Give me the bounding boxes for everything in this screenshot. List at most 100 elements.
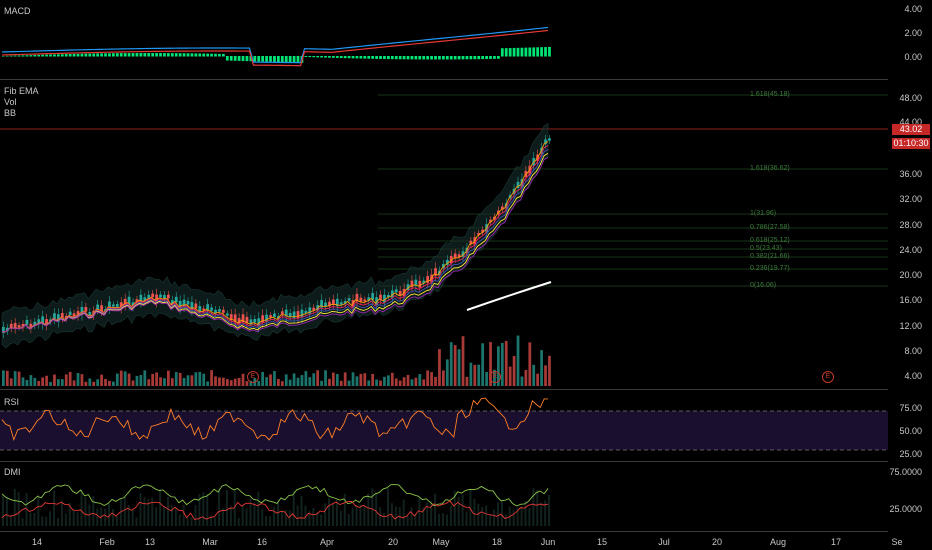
candle-body bbox=[135, 299, 139, 302]
macd-histogram-bar bbox=[442, 56, 445, 60]
candle-body bbox=[414, 279, 418, 287]
earnings-event-marker[interactable]: E bbox=[247, 371, 259, 383]
volume-bar bbox=[49, 381, 52, 386]
macd-histogram-bar bbox=[512, 47, 516, 57]
volume-bar bbox=[312, 373, 316, 386]
macd-histogram-bar bbox=[108, 53, 111, 57]
earnings-event-marker[interactable]: E bbox=[489, 371, 501, 383]
dmi-histogram-bar bbox=[328, 498, 331, 526]
candle-body bbox=[461, 251, 465, 257]
volume-bar bbox=[96, 379, 100, 386]
fib-level-label: 0.5(23.43) bbox=[750, 245, 782, 252]
dmi-histogram-bar bbox=[245, 508, 248, 526]
macd-histogram-bar bbox=[332, 56, 335, 58]
candle-body bbox=[379, 294, 382, 300]
last-price-tag[interactable]: 43.02 bbox=[892, 124, 930, 135]
dmi-histogram-bar bbox=[335, 499, 338, 526]
price-axis-label: 8.00 bbox=[904, 346, 922, 356]
dmi-histogram-bar bbox=[29, 512, 32, 526]
macd-histogram-bar bbox=[147, 53, 151, 57]
dmi-histogram-bar bbox=[64, 513, 67, 526]
candle-body bbox=[72, 313, 76, 317]
macd-price-divider[interactable] bbox=[0, 79, 888, 80]
candle-body bbox=[489, 219, 492, 223]
price-axis-label: 48.00 bbox=[899, 93, 922, 103]
volume-bar bbox=[347, 380, 351, 386]
volume-bar bbox=[304, 371, 308, 386]
dmi-histogram-bar bbox=[84, 496, 87, 526]
macd-histogram-bar bbox=[316, 56, 320, 58]
candle-body bbox=[308, 307, 312, 314]
volume-bar bbox=[332, 372, 335, 386]
dmi-histogram-bar bbox=[186, 517, 189, 526]
dmi-histogram-bar bbox=[249, 498, 252, 526]
x-axis-label: 18 bbox=[491, 537, 503, 547]
macd-histogram-bar bbox=[387, 56, 390, 60]
candle-body bbox=[284, 309, 288, 317]
candle-body bbox=[147, 294, 151, 300]
dmi-histogram-bar bbox=[504, 514, 507, 526]
macd-histogram-bar bbox=[233, 56, 237, 61]
dmi-histogram-bar bbox=[292, 490, 295, 526]
dmi-label[interactable]: DMI bbox=[4, 467, 21, 477]
vol-label[interactable]: Vol bbox=[4, 97, 17, 107]
candle-body bbox=[280, 311, 284, 315]
dmi-histogram-bar bbox=[5, 498, 8, 526]
macd-histogram-bar bbox=[304, 56, 308, 57]
candle-body bbox=[359, 297, 363, 302]
candle-body bbox=[123, 298, 127, 306]
volume-bar bbox=[68, 371, 72, 386]
fib-ema-label[interactable]: Fib EMA bbox=[4, 86, 39, 96]
macd-label[interactable]: MACD bbox=[4, 6, 31, 16]
volume-bar bbox=[497, 346, 500, 386]
price-axis-label: 24.00 bbox=[899, 245, 922, 255]
volume-bar bbox=[210, 370, 213, 386]
candle-body bbox=[186, 301, 190, 305]
candle-body bbox=[347, 298, 351, 301]
dmi-histogram-bar bbox=[457, 496, 460, 526]
volume-bar bbox=[481, 343, 485, 386]
candle-body bbox=[84, 307, 88, 312]
macd-histogram-bar bbox=[9, 55, 13, 57]
bb-label[interactable]: BB bbox=[4, 108, 17, 118]
dmi-histogram-bar bbox=[9, 514, 12, 526]
dmi-histogram-bar bbox=[438, 513, 441, 526]
price-rsi-divider[interactable] bbox=[0, 389, 888, 390]
volume-bar bbox=[88, 378, 92, 386]
dmi-histogram-bar bbox=[37, 494, 40, 526]
fib-level-label: 1(31.96) bbox=[750, 210, 777, 217]
volume-bar bbox=[135, 375, 139, 386]
dmi-histogram-bar bbox=[473, 498, 476, 526]
macd-histogram-bar bbox=[222, 53, 225, 57]
dmi-histogram-bar bbox=[155, 507, 158, 526]
dmi-histogram-bar bbox=[210, 515, 213, 526]
rsi-label[interactable]: RSI bbox=[4, 397, 20, 407]
volume-bar bbox=[288, 379, 292, 386]
volume-bar bbox=[225, 379, 229, 386]
earnings-event-marker[interactable]: E bbox=[822, 371, 834, 383]
volume-bar bbox=[434, 376, 437, 386]
dmi-histogram-bar bbox=[355, 504, 358, 526]
dmi-histogram-bar bbox=[520, 506, 523, 526]
macd-histogram-bar bbox=[371, 56, 375, 59]
macd-histogram-bar bbox=[237, 56, 241, 61]
volume-bar bbox=[390, 372, 394, 386]
rsi-dmi-divider[interactable] bbox=[0, 461, 888, 462]
candle-body bbox=[339, 302, 343, 305]
macd-histogram-bar bbox=[383, 56, 386, 60]
candle-body bbox=[229, 314, 233, 321]
x-axis-label: Feb bbox=[99, 537, 115, 547]
volume-bar bbox=[84, 381, 88, 386]
fib-level-label: 0(16.06) bbox=[750, 282, 777, 289]
candle-body bbox=[469, 240, 473, 245]
candle-body bbox=[139, 294, 143, 303]
candle-body bbox=[5, 327, 9, 332]
price-axis-label: 16.00 bbox=[899, 295, 922, 305]
candle-body bbox=[335, 298, 339, 307]
dmi-histogram-bar bbox=[139, 492, 142, 526]
volume-bar bbox=[37, 380, 41, 386]
dmi-histogram-bar bbox=[170, 505, 173, 526]
volume-bar bbox=[269, 374, 272, 386]
